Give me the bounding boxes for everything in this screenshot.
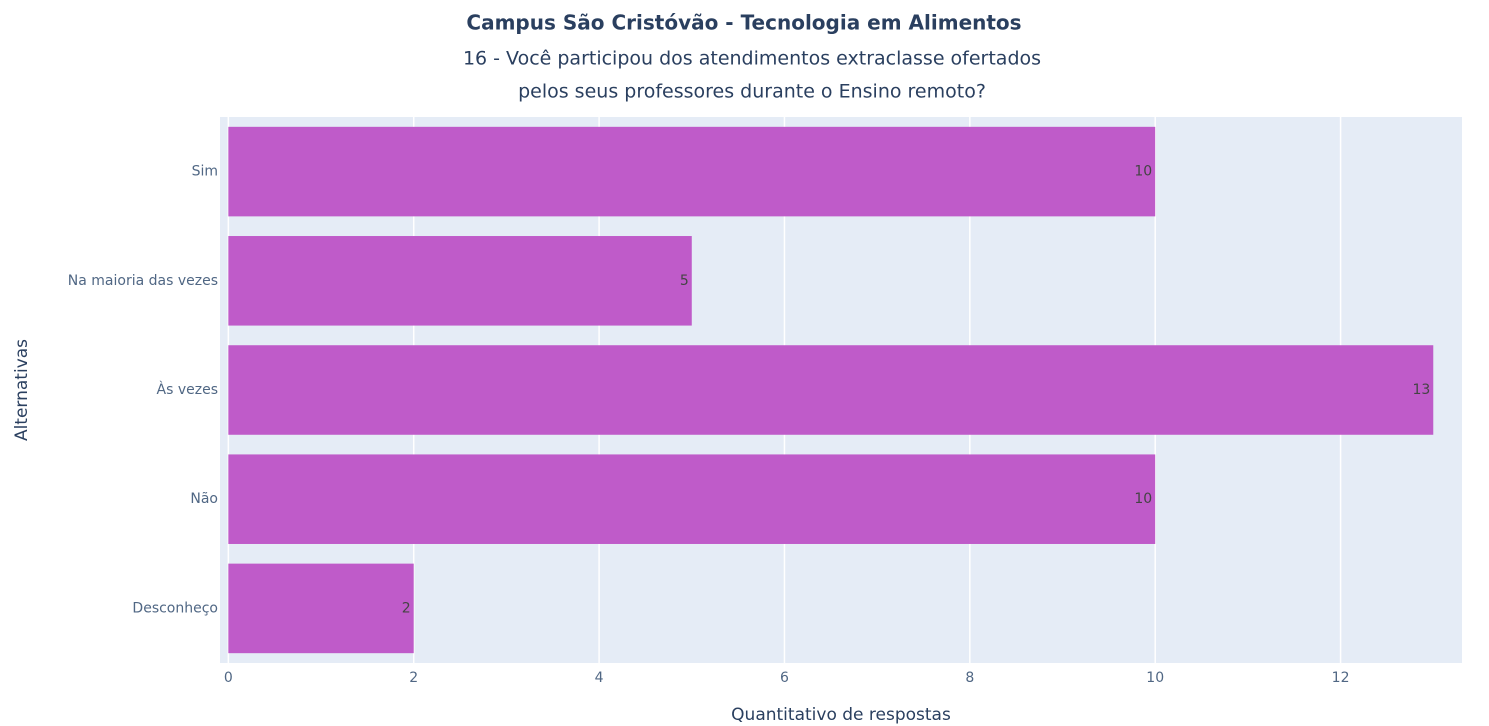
bar: [228, 454, 1156, 544]
y-tick-label: Na maioria das vezes: [68, 273, 218, 289]
x-tick-label: 12: [1332, 670, 1350, 686]
x-axis-label: Quantitativo de respostas: [731, 705, 951, 725]
x-tick-label: 0: [224, 670, 233, 686]
value-label: 10: [1134, 491, 1152, 507]
x-tick-label: 10: [1146, 670, 1164, 686]
value-label: 5: [680, 273, 689, 289]
y-tick-label: Não: [190, 491, 218, 507]
y-axis-label: Alternativas: [12, 339, 32, 441]
x-tick-label: 4: [595, 670, 604, 686]
chart-title: Campus São Cristóvão - Tecnologia em Ali…: [466, 11, 1021, 35]
value-label: 10: [1134, 164, 1152, 180]
chart-subtitle: 16 - Você participou dos atendimentos ex…: [463, 48, 1041, 70]
value-label: 13: [1412, 382, 1430, 398]
bar: [228, 236, 692, 326]
x-tick-label: 6: [780, 670, 789, 686]
x-tick-label: 8: [965, 670, 974, 686]
y-tick-label: Às vezes: [157, 381, 218, 398]
chart-subtitle: pelos seus professores durante o Ensino …: [518, 81, 986, 103]
bars: [228, 126, 1434, 654]
x-tick-label: 2: [409, 670, 418, 686]
bar: [228, 563, 414, 654]
bar: [228, 345, 1434, 435]
bar: [228, 126, 1156, 217]
y-tick-label: Sim: [192, 164, 218, 180]
value-label: 2: [402, 600, 411, 616]
y-tick-label: Desconheço: [132, 600, 218, 616]
